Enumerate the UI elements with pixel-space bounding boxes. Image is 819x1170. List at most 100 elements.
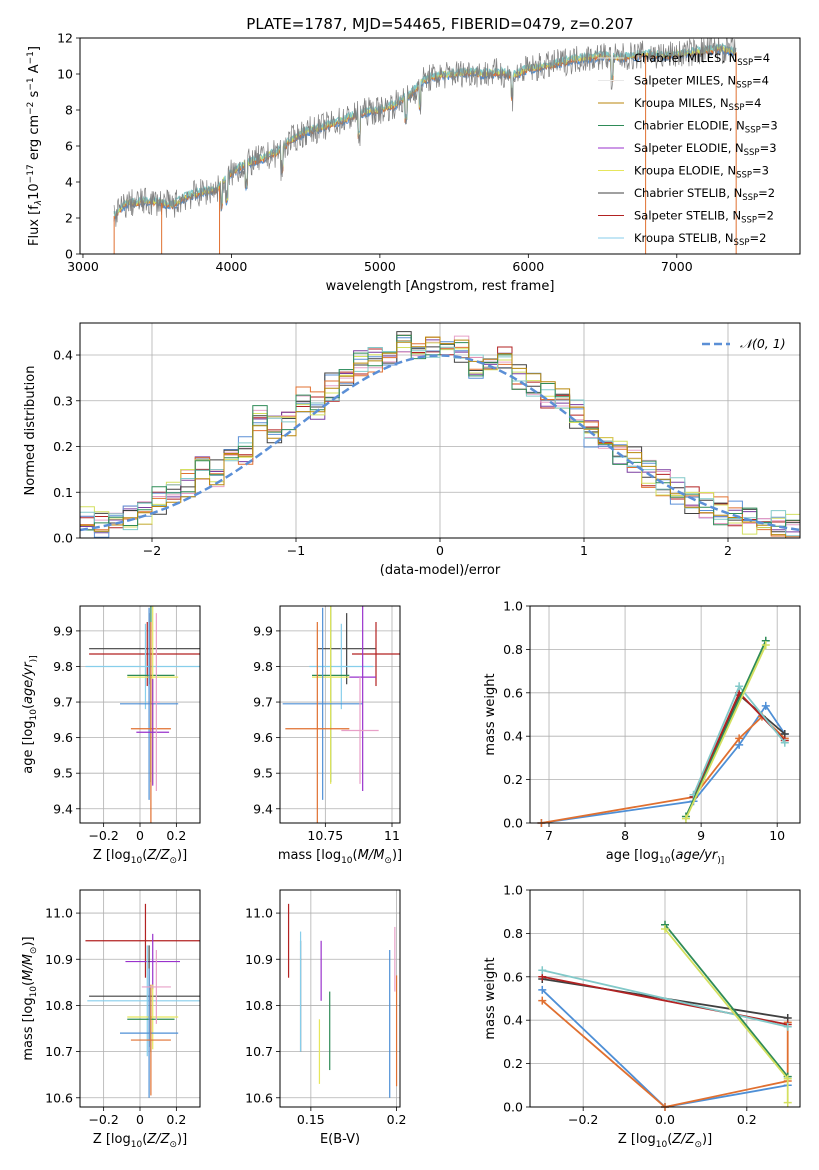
legend-label-sub: SSP: [736, 171, 752, 181]
legend-label: Salpeter ELODIE, NSSP=3: [634, 141, 777, 158]
massweight_vs_Z-frame: [529, 889, 801, 1108]
x-tick-label: −0.2: [88, 828, 118, 843]
legend-label: Chabrier ELODIE, NSSP=3: [634, 119, 778, 136]
y-tick-label: 0.8: [503, 926, 523, 941]
mass_vs_Z-axes: −0.2 0 0.2 10.6 10.7 10.8 10.9 11.0 Z [log10(Z/Z…: [21, 890, 200, 1150]
mass-weight-marker: [761, 701, 770, 710]
y-tick-label: 0.0: [503, 816, 523, 831]
x-tick-label: 0: [436, 543, 444, 558]
x-tick-label: −2: [143, 543, 161, 558]
legend-label-tail: =4: [744, 96, 761, 110]
x-tick-label: 8: [621, 828, 629, 843]
x-axis-label: age [log10(age/yr)]: [606, 848, 724, 866]
x-tick-label: 9: [697, 828, 705, 843]
legend-label: 𝒩(0, 1): [740, 336, 786, 351]
massweight_vs_age-axes: 7 8 9 10 0.0 0.2 0.4 0.6 0.8 1.0 age [log10(age/yr…: [483, 599, 800, 866]
legend-label-tail: =4: [753, 51, 770, 65]
massweight_vs_age-frame: [529, 605, 801, 824]
mass-weight-marker: [538, 996, 547, 1005]
age_vs_mass-points: [282, 606, 400, 823]
residuals-frame: [79, 322, 801, 539]
mass-weight-marker: [661, 925, 669, 934]
y-tick-label: 10.8: [245, 998, 273, 1013]
legend-label: Chabrier STELIB, NSSP=2: [634, 186, 775, 203]
x-tick-label: 3000: [67, 259, 99, 274]
legend-label-sub: SSP: [734, 238, 750, 248]
x-tick-label: 2: [724, 543, 732, 558]
y-tick-label: 10.7: [245, 1044, 273, 1059]
mass_vs_EBV-points: [287, 903, 398, 1098]
y-tick-label: 10: [57, 67, 73, 82]
x-axis-label: Z [log10(Z/Z⊙)]: [618, 1132, 712, 1150]
mass-weight-line: [541, 1000, 789, 1108]
y-tick-label: 0.4: [503, 1013, 523, 1028]
y-axis-label: mass [log10(M/M⊙)]: [21, 936, 39, 1060]
y-tick-label: 0.4: [53, 348, 73, 363]
mass-weight-line: [664, 924, 789, 1078]
y-tick-label: 11.0: [45, 906, 73, 921]
x-tick-label: 5000: [364, 259, 396, 274]
y-tick-label: 9.7: [53, 695, 73, 710]
legend-label-text: Kroupa STELIB, N: [634, 231, 734, 245]
y-tick-label: 6: [65, 139, 73, 154]
x-tick-label: 4000: [216, 259, 248, 274]
legend-label-tail: =2: [749, 231, 766, 245]
mass_vs_EBV-axes: 0.15 0.2 10.6 10.7 10.8 10.9 11.0 E(B-V): [245, 890, 407, 1147]
mass-weight-marker: [780, 738, 789, 747]
y-tick-label: 9.4: [253, 801, 273, 816]
legend-label-tail: =3: [752, 164, 769, 178]
observed-spectrum-line: [113, 38, 737, 227]
mass-weight-marker: [735, 734, 744, 743]
y-tick-label: 2: [65, 211, 73, 226]
legend-label-text: Chabrier ELODIE, N: [634, 119, 745, 133]
legend-label-tail: =3: [761, 119, 778, 133]
y-axis-label: mass weight: [483, 673, 498, 755]
x-axis-label: Z [log10(Z/Z⊙)]: [93, 848, 187, 866]
legend-label: Chabrier MILES, NSSP=4: [634, 51, 770, 68]
x-tick-label: 0.2: [166, 1112, 186, 1127]
x-tick-label: 0.15: [297, 1112, 325, 1127]
mass-weight-marker: [538, 966, 547, 975]
x-tick-label: 0.2: [387, 1112, 407, 1127]
y-tick-label: 9.8: [253, 659, 273, 674]
y-tick-label: 8: [65, 103, 73, 118]
age_vs_Z-axes: −0.2 0 0.2 9.4 9.5 9.6 9.7 9.8 9.9 Z [log10(Z/Z⊙)…: [21, 606, 200, 866]
y-tick-label: 4: [65, 175, 73, 190]
y-axis-label: mass weight: [483, 957, 498, 1039]
legend-label: Kroupa ELODIE, NSSP=3: [634, 164, 769, 181]
legend-label: Kroupa MILES, NSSP=4: [634, 96, 761, 113]
x-axis-label: (data-model)/error: [380, 563, 501, 578]
y-tick-label: 0.6: [503, 685, 523, 700]
spectrum-legend: Chabrier MILES, NSSP=4 Salpeter MILES, N S…: [598, 51, 778, 248]
x-axis-label: mass [log10(M/M⊙)]: [278, 848, 402, 866]
residual-histograms: [80, 331, 800, 538]
legend-label-text: Salpeter MILES, N: [634, 74, 736, 88]
gaussian-curve: [80, 354, 800, 532]
x-tick-label: 1: [580, 543, 588, 558]
legend-label: Kroupa STELIB, NSSP=2: [634, 231, 766, 248]
x-tick-label: 0.2: [737, 1112, 757, 1127]
legend-label-tail: =2: [757, 209, 774, 223]
mass-weight-line: [685, 640, 767, 817]
figure-title: PLATE=1787, MJD=54465, FIBERID=0479, z=0…: [246, 15, 633, 33]
y-tick-label: 0.3: [53, 393, 73, 408]
mass-weight-marker: [681, 814, 690, 823]
x-tick-label: 10.75: [307, 828, 343, 843]
legend-label-text: Kroupa ELODIE, N: [634, 164, 736, 178]
y-tick-label: 9.8: [53, 659, 73, 674]
spectrum-axes: 3000 4000 5000 6000 7000 0 2 4 6 8 10 12 wavelength …: [26, 31, 693, 295]
legend-label-sub: SSP: [741, 216, 757, 226]
mass_vs_Z-frame: [79, 889, 201, 1108]
legend-label-text: Salpeter ELODIE, N: [634, 141, 744, 155]
x-tick-label: 0: [136, 828, 144, 843]
y-tick-label: 0.0: [53, 531, 73, 546]
age_vs_mass-axes: 10.75 11 9.4 9.5 9.6 9.7 9.8 9.9 mass [log10(M/M…: [253, 606, 402, 866]
y-tick-label: 9.9: [253, 623, 273, 638]
y-axis-label: Flux [fλ10−17 erg cm−2 s−1 A−1]: [26, 46, 44, 246]
massweight_vs_age-series: [537, 636, 789, 827]
legend-label: Salpeter STELIB, NSSP=2: [634, 209, 774, 226]
y-tick-label: 0.2: [503, 772, 523, 787]
mass-weight-marker: [735, 682, 744, 691]
legend-label-sub: SSP: [744, 148, 760, 158]
x-tick-label: 11: [384, 828, 400, 843]
